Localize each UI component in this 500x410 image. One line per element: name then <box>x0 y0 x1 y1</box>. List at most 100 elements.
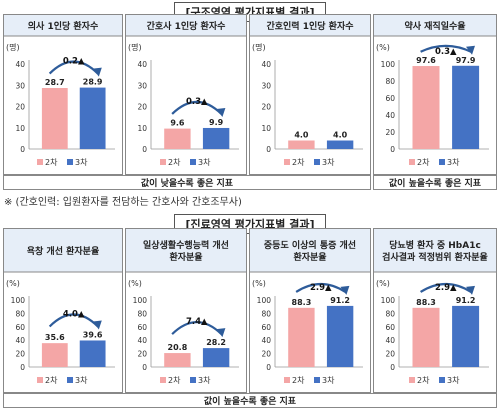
change-arrow <box>420 44 472 53</box>
legend-swatch-3차 <box>67 159 73 165</box>
y-tick-label: 20 <box>261 350 271 359</box>
y-tick-label: 20 <box>137 103 147 112</box>
bar-2차 <box>288 140 315 149</box>
bar-3차 <box>326 305 354 367</box>
legend-swatch-3차 <box>190 377 196 383</box>
data-label: 39.6 <box>83 330 103 339</box>
data-label: 97.9 <box>456 56 476 65</box>
legend-label: 2차 <box>417 376 430 385</box>
y-tick-label: 60 <box>15 323 25 332</box>
y-unit-label: (%) <box>6 279 20 288</box>
y-tick-label: 40 <box>385 111 395 120</box>
panel-header-bg <box>126 15 246 36</box>
legend-label: 2차 <box>292 158 305 167</box>
change-arrow-head <box>340 285 350 295</box>
chart-title-line: 환자분율 <box>169 251 202 263</box>
legend-swatch-3차 <box>67 377 73 383</box>
legend-swatch-2차 <box>37 159 43 165</box>
y-tick-label: 40 <box>15 60 25 69</box>
change-label: 2.9▲ <box>310 283 332 293</box>
data-label: 4.0 <box>294 131 309 140</box>
y-tick-label: 100 <box>381 60 396 69</box>
change-arrow <box>420 282 472 293</box>
y-tick-label: 80 <box>137 309 147 318</box>
legend-swatch-2차 <box>284 159 290 165</box>
bar-3차 <box>326 140 354 149</box>
bar-2차 <box>41 343 68 367</box>
footer-high-better: 값이 높을수록 좋은 지표 <box>389 177 482 189</box>
data-label: 91.2 <box>330 296 350 305</box>
change-arrow <box>171 321 223 335</box>
y-tick-label: 60 <box>137 323 147 332</box>
chart-title-line: 약사 재직일수율 <box>404 20 465 32</box>
y-tick-label: 40 <box>385 336 395 345</box>
y-tick-label: 80 <box>385 77 395 86</box>
y-tick-label: 30 <box>137 81 147 90</box>
y-tick-label: 0 <box>266 145 271 154</box>
bar-3차 <box>452 65 480 149</box>
y-tick-label: 40 <box>261 336 271 345</box>
y-unit-label: (명) <box>252 42 266 52</box>
legend-label: 3차 <box>75 158 88 167</box>
footer-low-better: 값이 낮을수록 좋은 지표 <box>141 177 234 189</box>
y-tick-label: 100 <box>257 296 272 305</box>
y-tick-label: 40 <box>137 336 147 345</box>
y-tick-label: 20 <box>385 350 395 359</box>
y-tick-label: 10 <box>15 124 25 133</box>
legend-label: 3차 <box>198 158 211 167</box>
legend-swatch-2차 <box>284 377 290 383</box>
legend-label: 3차 <box>447 158 460 167</box>
bar-3차 <box>79 87 106 149</box>
bar-2차 <box>164 128 191 149</box>
chart-title-line: 당뇨병 환자 중 HbA1c <box>389 239 481 251</box>
legend-swatch-2차 <box>409 159 415 165</box>
legend-label: 2차 <box>45 158 58 167</box>
data-label: 97.6 <box>416 56 436 65</box>
data-label: 9.9 <box>209 118 224 127</box>
chart-title-line: 간호인력 1인당 환자수 <box>266 20 353 32</box>
panel-header-bg <box>4 15 122 36</box>
legend-label: 2차 <box>168 376 181 385</box>
y-tick-label: 80 <box>15 309 25 318</box>
footnote: ※ (간호인력: 입원환자를 전담하는 간호사와 간호조무사) <box>4 197 242 208</box>
y-unit-label: (%) <box>128 279 142 288</box>
legend-label: 3차 <box>75 376 88 385</box>
legend-label: 2차 <box>417 158 430 167</box>
legend-swatch-3차 <box>190 159 196 165</box>
panel-header-bg <box>250 15 370 36</box>
y-tick-label: 40 <box>261 60 271 69</box>
y-tick-label: 0 <box>20 363 25 372</box>
change-label: 2.9▲ <box>435 283 457 293</box>
bar-3차 <box>202 127 230 149</box>
bar-2차 <box>164 353 191 367</box>
change-label: 0.2▲ <box>63 57 85 67</box>
change-arrow <box>171 100 223 115</box>
change-arrow <box>48 60 99 75</box>
legend-swatch-3차 <box>439 377 445 383</box>
change-label: 4.0▲ <box>63 309 85 319</box>
y-unit-label: (%) <box>252 279 266 288</box>
data-label: 20.8 <box>168 343 188 352</box>
y-tick-label: 40 <box>137 60 147 69</box>
legend-swatch-3차 <box>314 159 320 165</box>
panel-header-bg <box>126 229 246 272</box>
bar-2차 <box>412 66 440 149</box>
legend-label: 3차 <box>198 376 211 385</box>
change-arrow-head <box>466 45 475 55</box>
footer-high-better-care-box <box>3 393 497 408</box>
change-label: 7.4▲ <box>186 317 208 327</box>
y-unit-label: (%) <box>376 43 390 52</box>
y-tick-label: 40 <box>15 336 25 345</box>
legend-label: 3차 <box>322 376 335 385</box>
bar-3차 <box>79 340 106 367</box>
chart-title-line: 욕창 개선 환자분율 <box>27 245 100 257</box>
y-tick-label: 0 <box>142 363 147 372</box>
y-tick-label: 30 <box>15 81 25 90</box>
footer-high-better-box <box>373 175 497 190</box>
y-tick-label: 100 <box>381 296 396 305</box>
data-label: 9.6 <box>170 119 185 128</box>
footer-high-better-care: 값이 높을수록 좋은 지표 <box>204 395 297 407</box>
